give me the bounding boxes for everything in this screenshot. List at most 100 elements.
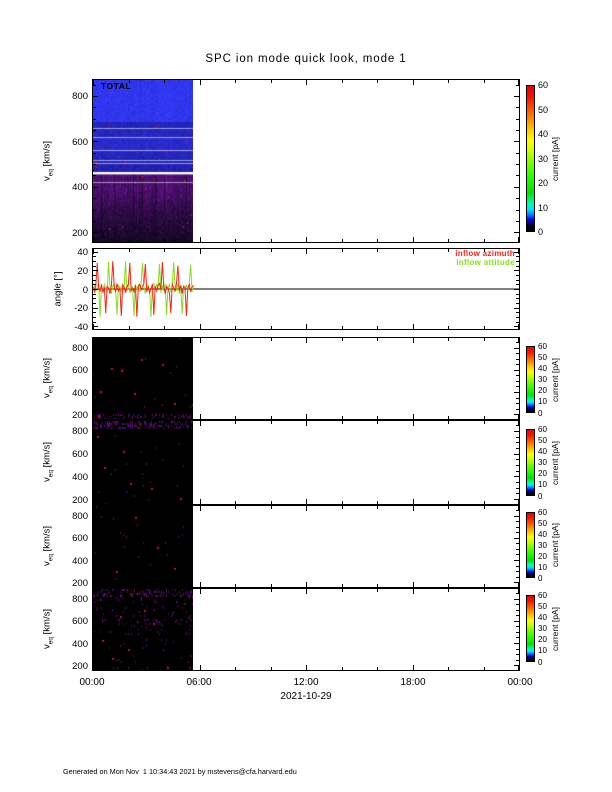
tick-mark xyxy=(448,326,449,329)
tick-mark xyxy=(235,421,236,424)
tick-mark xyxy=(483,249,485,252)
tick-mark xyxy=(377,584,378,587)
tick-mark xyxy=(164,589,165,592)
tick-mark xyxy=(270,589,272,592)
colorbar xyxy=(526,85,535,232)
tick-mark xyxy=(448,249,449,252)
tick-mark xyxy=(93,307,98,309)
tick-mark xyxy=(270,506,272,509)
y-tick-label: 200 xyxy=(72,227,88,239)
tick-mark xyxy=(164,421,165,424)
tick-mark xyxy=(270,326,272,329)
tick-mark xyxy=(412,324,414,329)
tick-mark xyxy=(518,237,519,242)
tick-mark xyxy=(93,414,94,419)
tick-mark xyxy=(93,582,94,587)
tick-mark xyxy=(516,510,519,512)
tick-mark xyxy=(518,338,519,343)
tick-mark xyxy=(128,416,130,419)
tick-mark xyxy=(483,239,485,242)
tick-mark xyxy=(516,152,519,154)
tick-mark xyxy=(412,589,414,594)
tick-mark xyxy=(93,312,96,314)
tick-mark xyxy=(516,164,519,166)
tick-mark xyxy=(341,80,343,83)
tick-mark xyxy=(93,442,96,444)
tick-mark xyxy=(93,414,98,416)
colorbar-tick-label: 0 xyxy=(538,491,543,501)
y-tick-label: 200 xyxy=(72,494,88,506)
tick-mark xyxy=(306,237,307,242)
tick-mark xyxy=(235,239,236,242)
tick-mark xyxy=(93,289,98,290)
colorbar xyxy=(526,346,535,413)
tick-mark xyxy=(93,609,96,611)
tick-mark xyxy=(128,501,130,504)
colorbar-tick-label: 50 xyxy=(538,435,547,445)
tick-mark xyxy=(93,186,98,188)
tick-mark xyxy=(518,582,519,587)
tick-mark xyxy=(514,598,519,600)
tick-mark xyxy=(483,80,485,83)
tick-mark xyxy=(518,665,519,670)
total-spectrogram-canvas xyxy=(93,80,193,242)
tick-mark xyxy=(235,326,236,329)
tick-mark xyxy=(128,338,130,341)
tick-mark xyxy=(516,521,519,523)
colorbar-tick-label: 60 xyxy=(538,341,547,351)
tick-mark xyxy=(306,506,307,511)
colorbar-gradient xyxy=(527,513,534,577)
spectrogram-panel-4 xyxy=(92,588,520,671)
tick-mark xyxy=(93,487,96,489)
tick-mark xyxy=(516,554,519,556)
tick-mark xyxy=(93,251,98,253)
tick-mark xyxy=(235,80,236,83)
tick-mark xyxy=(514,499,519,500)
tick-mark xyxy=(516,565,519,567)
tick-mark xyxy=(448,239,449,242)
tick-mark xyxy=(93,237,94,242)
tick-mark xyxy=(516,654,519,656)
tick-mark xyxy=(516,375,519,377)
tick-mark xyxy=(483,416,485,419)
tick-mark xyxy=(93,659,96,661)
colorbar-tick-label: 30 xyxy=(538,540,547,550)
tick-mark xyxy=(518,506,519,511)
tick-mark xyxy=(93,626,96,628)
tick-mark xyxy=(93,464,96,466)
tick-mark xyxy=(514,141,519,143)
tick-mark xyxy=(235,249,236,252)
tick-mark xyxy=(93,353,96,355)
tick-mark xyxy=(516,107,519,109)
y-tick-label: 600 xyxy=(72,616,88,628)
tick-mark xyxy=(377,421,378,424)
tick-mark xyxy=(93,84,96,86)
tick-mark xyxy=(93,107,96,109)
tick-mark xyxy=(516,459,519,461)
tick-mark xyxy=(306,338,307,343)
tick-mark xyxy=(199,338,201,343)
y-tick-label: 400 xyxy=(72,638,88,650)
tick-mark xyxy=(306,414,307,419)
tick-mark xyxy=(93,631,96,633)
tick-mark xyxy=(93,470,96,472)
tick-mark xyxy=(93,152,96,154)
tick-mark xyxy=(341,506,343,509)
tick-mark xyxy=(448,416,449,419)
tick-mark xyxy=(412,249,414,254)
colorbar-tick-label: 20 xyxy=(538,635,547,645)
colorbar-tick-label: 40 xyxy=(538,446,547,456)
tick-mark xyxy=(448,501,449,504)
tick-mark xyxy=(235,501,236,504)
y-tick-label: 800 xyxy=(72,343,88,355)
tick-mark xyxy=(448,506,449,509)
tick-mark xyxy=(514,326,519,328)
tick-mark xyxy=(516,380,519,382)
tick-mark xyxy=(516,659,519,661)
tick-mark xyxy=(341,589,343,592)
tick-mark xyxy=(516,403,519,405)
tick-mark xyxy=(516,198,519,200)
quad3-spectrogram-canvas xyxy=(93,506,193,587)
tick-mark xyxy=(514,453,519,455)
tick-mark xyxy=(270,667,272,670)
